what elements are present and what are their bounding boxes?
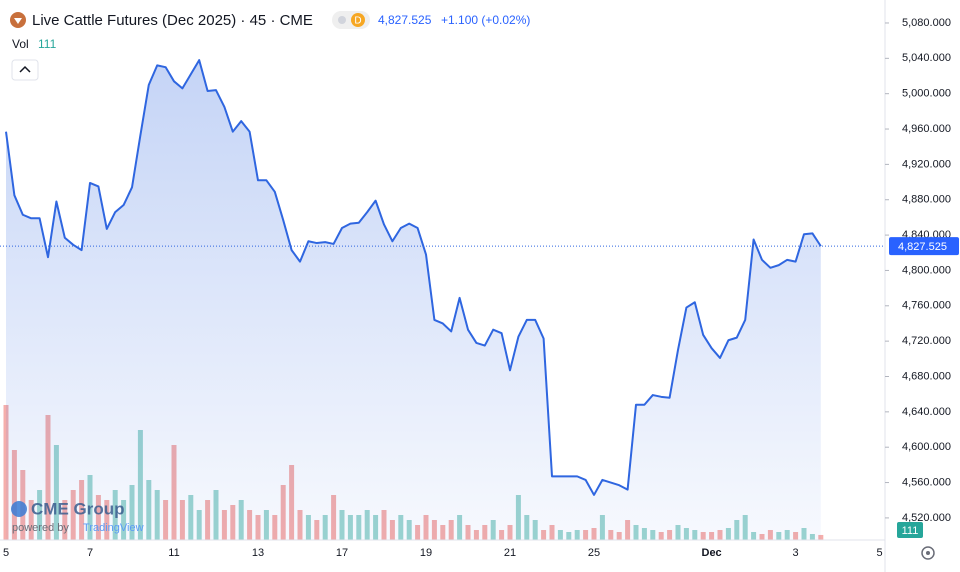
badge-circle [351,13,365,27]
collapse-button[interactable] [11,59,39,81]
x-tick-label: 7 [87,547,93,559]
symbol-icon-glyph [14,18,22,24]
chart-title: Live Cattle Futures (Dec 2025) · 45 · CM… [32,12,313,29]
price-line [5,59,822,496]
y-tick-label: 4,560.000 [902,476,951,488]
last-price-tag-label: 4,827.525 [898,241,947,253]
x-tick-label: Dec [702,547,722,559]
volume-tag [897,522,923,538]
y-tick-label: 4,960.000 [902,123,951,135]
last-price-tag [889,237,959,256]
y-tick-label: 4,600.000 [902,441,951,453]
x-tick-label: 5 [877,547,883,559]
watermark-powered: powered by [12,522,69,534]
y-tick-label: 4,920.000 [902,158,951,170]
x-tick-label: 3 [793,547,799,559]
volume-value: 111 [38,37,57,51]
collapse-icon [19,65,31,73]
y-tick-label: 4,760.000 [902,300,951,312]
x-tick-label: 11 [168,547,179,559]
price-change: +1.100 (+0.02%) [441,13,530,27]
watermark-platform: TradingView [83,522,144,534]
x-tick-label: 17 [336,547,348,559]
y-tick-label: 4,720.000 [902,335,951,347]
last-price: 4,827.525 [378,13,432,27]
volume-tag-label: 111 [902,525,919,537]
volume-label: Vol [12,37,29,51]
y-tick-label: 5,040.000 [902,52,951,64]
plot-area [3,59,824,540]
y-tick-label: 4,800.000 [902,264,951,276]
price-area [6,60,821,540]
badge: D [354,16,361,27]
watermark-brand: CME Group [31,499,125,518]
x-tick-label: 19 [420,547,432,559]
x-tick-label: 5 [3,547,9,559]
y-tick-label: 4,520.000 [902,512,951,524]
y-tick-label: 4,640.000 [902,406,951,418]
watermark-logo [11,501,27,517]
x-tick-label: 21 [504,547,516,559]
badge-dot [338,16,346,24]
settings-icon[interactable] [921,546,935,560]
x-tick-label: 13 [252,547,264,559]
y-tick-label: 5,000.000 [902,88,951,100]
y-tick-label: 4,680.000 [902,370,951,382]
x-tick-label: 25 [588,547,600,559]
y-tick-label: 4,880.000 [902,194,951,206]
settings-icon-core [926,551,930,555]
y-tick-label: 5,080.000 [902,17,951,29]
